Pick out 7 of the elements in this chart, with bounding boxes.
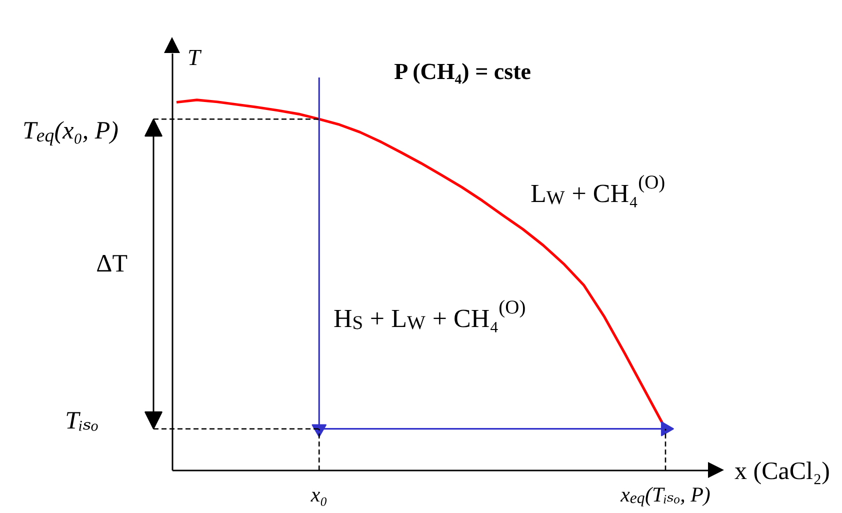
chart-title: P (CH₄) = cste [394, 59, 531, 84]
y-axis-title: T [188, 45, 202, 70]
x-axis-title: x (CaCl₂) [734, 458, 830, 485]
x-tick-label: xeq(Tᵢₛₒ, P) [620, 482, 710, 508]
text: ΔT [96, 250, 128, 278]
ref-line-label: Tᵢₛₒ [65, 406, 99, 436]
x-tick-label: x₀ [310, 482, 328, 506]
